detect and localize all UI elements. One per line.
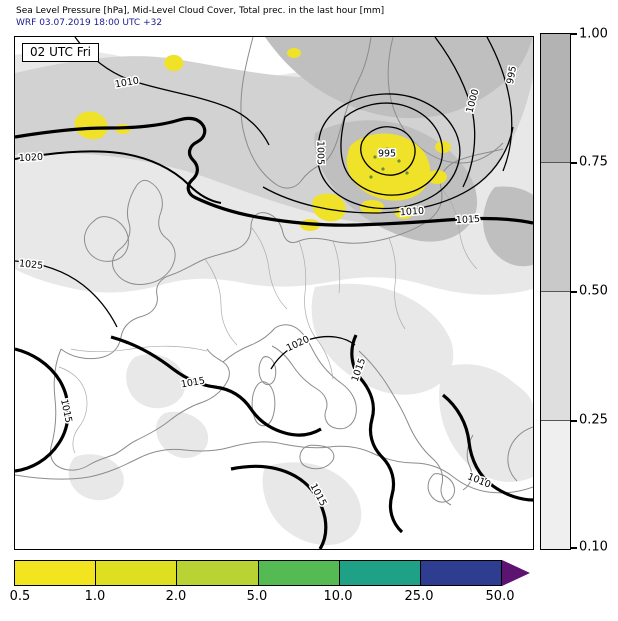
contour-label: 1010 [400,206,425,219]
colorbar-segment [95,561,177,585]
heavy-precip-speckles [369,147,409,179]
colorbar-tick-label: 1.0 [84,589,106,604]
map-frame: 02 UTC Fri [14,36,534,550]
coast-nw-europe [60,258,206,360]
coast-iberia [50,348,230,471]
chart-title: Sea Level Pressure [hPa], Mid-Level Clou… [16,6,385,16]
contour-1005-loop [317,93,461,210]
precip-patch [312,193,346,222]
precip-patch [164,54,184,72]
coast-france-med [222,327,276,363]
coast-peloponnese [427,473,456,503]
contour-1020-alps [270,335,356,370]
coast-britain [112,179,176,285]
colorbar-segment [541,34,570,162]
colorbar-tick-label: 0.50 [579,283,608,299]
precipitation-colorbar [14,560,502,586]
colorbar-segment [541,162,570,291]
colorbar-overflow-arrow [502,560,530,586]
coast-greece [440,483,452,506]
coast-ireland [83,216,129,262]
colorbar-tick-label: 0.5 [9,589,31,604]
coastlines-layer [15,37,533,506]
country-borders [58,187,478,454]
contour-1015-bottom [230,464,328,549]
coast-sardinia [251,381,276,427]
contour-1025-w [15,260,118,328]
valid-time-badge: 02 UTC Fri [22,43,99,62]
precip-patch [287,48,301,58]
colorbar-tick-label: 50.0 [485,589,515,604]
colorbar-tick [571,162,577,164]
colorbar-tick-label: 0.75 [579,154,608,170]
contour-1020-w [15,150,222,204]
contour-1015-main [15,116,533,227]
coast-italy [271,324,357,430]
chart-title-block: Sea Level Pressure [hPa], Mid-Level Clou… [16,6,384,29]
contour-label: 1015 [58,398,74,424]
contour-label: 995 [378,149,396,160]
precip-patch [435,141,451,153]
pressure-contours-layer [15,37,533,549]
contour-label: 1025 [18,258,43,271]
contour-label: 1005 [315,141,326,165]
contour-1010-nw [74,37,270,146]
contour-995-ne [486,37,513,172]
precip-patch [360,200,384,214]
colorbar-tick-label: 2.0 [165,589,187,604]
contour-1000-ne [434,37,476,188]
colorbar-tick-label: 0.10 [579,539,608,555]
precipitation-layer [74,48,451,231]
colorbar-tick-label: 0.25 [579,412,608,428]
europe-weather-map: 1010 995 1000 1005 995 1020 1010 1015 10… [15,37,533,549]
cloud-cover-colorbar [540,33,571,550]
contour-label: 1015 [456,214,481,226]
contour-1000-loop [340,102,444,196]
precip-patch [427,170,447,184]
colorbar-segment [15,561,96,585]
contour-label: 1020 [285,334,312,354]
colorbar-tick-label: 25.0 [404,589,434,604]
contour-1015-sw-oval [15,347,70,473]
contour-1010-se [441,393,533,502]
contour-label: 1020 [19,152,44,164]
colorbar-tick-label: 1.00 [579,26,608,42]
colorbar-tick [571,547,577,549]
coast-africa [15,441,533,494]
coast-balkans [358,350,443,485]
contour-1010-arc [262,126,514,214]
colorbar-tick-label: 5.0 [246,589,268,604]
colorbar-tick-label: 10.0 [323,589,353,604]
colorbar-segment [541,291,570,420]
coast-sicily [299,444,335,470]
colorbar-tick [571,420,577,422]
colorbar-tick [571,33,577,35]
coast-scandinavia [240,37,372,189]
colorbar-segment [257,561,339,585]
contour-1015-iberia [110,335,322,437]
colorbar-segment [176,561,258,585]
colorbar-tick [571,291,577,293]
coast-finland [387,37,504,164]
chart-subtitle: WRF 03.07.2019 18:00 UTC +32 [16,18,163,28]
contour-label: 995 [505,65,519,85]
coast-corsica [258,356,277,386]
contour-995-center [360,126,416,176]
precip-patch [346,133,431,201]
colorbar-segment [541,420,570,549]
contour-1015-balkans [350,334,404,534]
colorbar-segment [419,561,502,585]
colorbar-segment [338,561,420,585]
coast-turkey-west [507,426,533,482]
precip-patch [74,111,108,140]
